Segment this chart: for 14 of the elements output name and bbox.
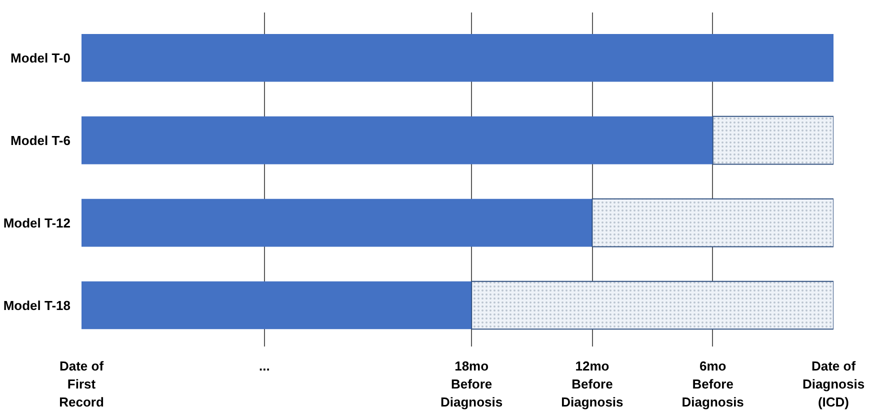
x-tick-label: 12mo Before Diagnosis	[561, 358, 624, 410]
x-tick-label: 18mo Before Diagnosis	[440, 358, 503, 410]
x-tick-label: Date of Diagnosis (ICD)	[802, 358, 865, 410]
y-tick-label: Model T-0	[10, 50, 71, 66]
bar	[82, 34, 834, 82]
y-tick-label: Model T-6	[10, 132, 71, 148]
bar	[82, 116, 713, 164]
x-tick-label: Date of First Record	[59, 358, 104, 410]
x-tick-label: 6mo Before Diagnosis	[682, 358, 744, 410]
bar	[82, 198, 592, 247]
bar	[82, 281, 472, 330]
y-tick-label: Model T-12	[3, 215, 71, 230]
y-tick-label: Model T-18	[3, 298, 71, 313]
x-tick-label: ...	[259, 358, 270, 374]
